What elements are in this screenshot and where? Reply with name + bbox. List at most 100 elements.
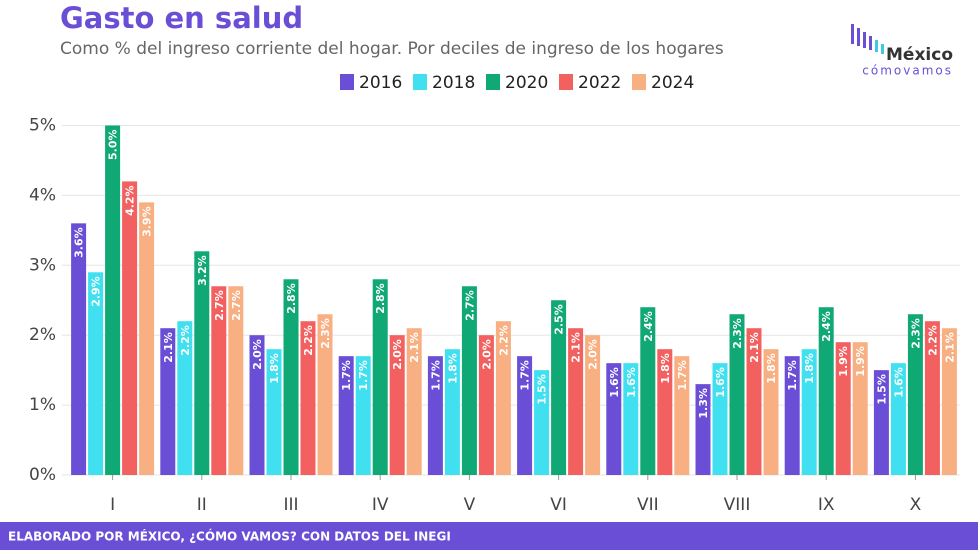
value-label: 1.9% xyxy=(837,346,850,377)
value-label: 1.5% xyxy=(536,374,549,405)
value-label: 2.1% xyxy=(943,332,956,363)
bar xyxy=(784,356,800,475)
bar xyxy=(338,356,354,475)
value-label: 2.0% xyxy=(391,339,404,370)
value-label: 2.3% xyxy=(319,318,332,349)
legend-swatch xyxy=(413,74,427,90)
x-tick-label: IX xyxy=(818,495,835,515)
legend-swatch xyxy=(340,74,354,90)
legend-swatch xyxy=(486,74,500,90)
value-label: 1.7% xyxy=(357,360,370,391)
value-label: 2.1% xyxy=(748,332,761,363)
legend-label: 2016 xyxy=(359,73,402,93)
bar xyxy=(177,321,193,475)
bar xyxy=(941,328,957,475)
value-label: 2.8% xyxy=(374,283,387,314)
x-tick-label: I xyxy=(110,495,115,515)
logo-top: México xyxy=(886,45,953,65)
x-tick-label: III xyxy=(283,495,298,515)
x-tick-label: VI xyxy=(550,495,567,515)
value-label: 2.0% xyxy=(587,339,600,370)
x-tick-label: V xyxy=(464,495,476,515)
legend-label: 2018 xyxy=(432,73,475,93)
legend-label: 2020 xyxy=(505,73,548,93)
legend-label: 2024 xyxy=(651,73,694,93)
bar xyxy=(763,349,779,475)
bar xyxy=(444,349,460,475)
value-label: 2.4% xyxy=(642,311,655,342)
value-label: 2.2% xyxy=(179,325,192,356)
bar xyxy=(551,300,567,475)
y-tick-label: 3% xyxy=(29,255,56,275)
value-label: 5.0% xyxy=(107,129,120,160)
bar xyxy=(372,279,388,475)
value-label: 4.2% xyxy=(124,185,137,216)
legend-swatch xyxy=(559,74,573,90)
bar xyxy=(623,363,639,475)
y-tick-label: 5% xyxy=(29,115,56,135)
value-label: 1.8% xyxy=(659,353,672,384)
bar xyxy=(907,314,923,475)
bar xyxy=(406,328,422,475)
bar xyxy=(495,321,511,475)
x-tick-label: VIII xyxy=(724,495,751,515)
value-label: 1.8% xyxy=(765,353,778,384)
bar xyxy=(139,202,155,475)
bar xyxy=(657,349,673,475)
value-label: 1.5% xyxy=(875,374,888,405)
bar xyxy=(585,335,601,475)
value-label: 1.7% xyxy=(676,360,689,391)
x-tick-label: IV xyxy=(372,495,389,515)
bar xyxy=(105,125,121,475)
value-label: 2.1% xyxy=(570,332,583,363)
bar xyxy=(695,384,711,475)
value-label: 2.2% xyxy=(926,325,939,356)
y-tick-label: 2% xyxy=(29,325,56,345)
bar xyxy=(729,314,745,475)
x-tick-label: VII xyxy=(637,495,659,515)
footer-bar xyxy=(0,522,978,550)
bar xyxy=(606,363,622,475)
chart-title: Gasto en salud xyxy=(60,1,303,35)
value-label: 3.9% xyxy=(141,206,154,237)
value-label: 1.7% xyxy=(340,360,353,391)
bar xyxy=(818,307,834,475)
value-label: 1.7% xyxy=(429,360,442,391)
footer: ELABORADO POR MÉXICO, ¿CÓMO VAMOS? CON D… xyxy=(8,529,451,544)
bar xyxy=(568,328,584,475)
value-label: 1.6% xyxy=(892,367,905,398)
y-tick-label: 4% xyxy=(29,185,56,205)
value-label: 1.8% xyxy=(803,353,816,384)
value-label: 1.8% xyxy=(446,353,459,384)
bar xyxy=(873,370,889,475)
value-label: 2.7% xyxy=(230,290,243,321)
x-tick-label: X xyxy=(910,495,922,515)
value-label: 1.8% xyxy=(268,353,281,384)
y-tick-label: 1% xyxy=(29,395,56,415)
bar xyxy=(712,363,728,475)
bar xyxy=(71,223,87,475)
value-label: 1.3% xyxy=(697,388,710,419)
value-label: 2.8% xyxy=(285,283,298,314)
value-label: 2.3% xyxy=(731,318,744,349)
bar xyxy=(283,279,299,475)
bar xyxy=(517,356,533,475)
bar xyxy=(534,370,550,475)
bar xyxy=(266,349,282,475)
bar xyxy=(194,251,210,475)
bar xyxy=(228,286,244,475)
bar xyxy=(801,349,817,475)
bar xyxy=(427,356,443,475)
value-label: 1.6% xyxy=(608,367,621,398)
bar xyxy=(835,342,851,475)
value-label: 1.6% xyxy=(625,367,638,398)
value-label: 1.9% xyxy=(854,346,867,377)
value-label: 3.2% xyxy=(196,255,209,286)
bar xyxy=(852,342,868,475)
bar xyxy=(160,328,176,475)
legend-label: 2022 xyxy=(578,73,621,93)
bar xyxy=(211,286,227,475)
bar xyxy=(461,286,477,475)
bar xyxy=(890,363,906,475)
value-label: 2.7% xyxy=(213,290,226,321)
